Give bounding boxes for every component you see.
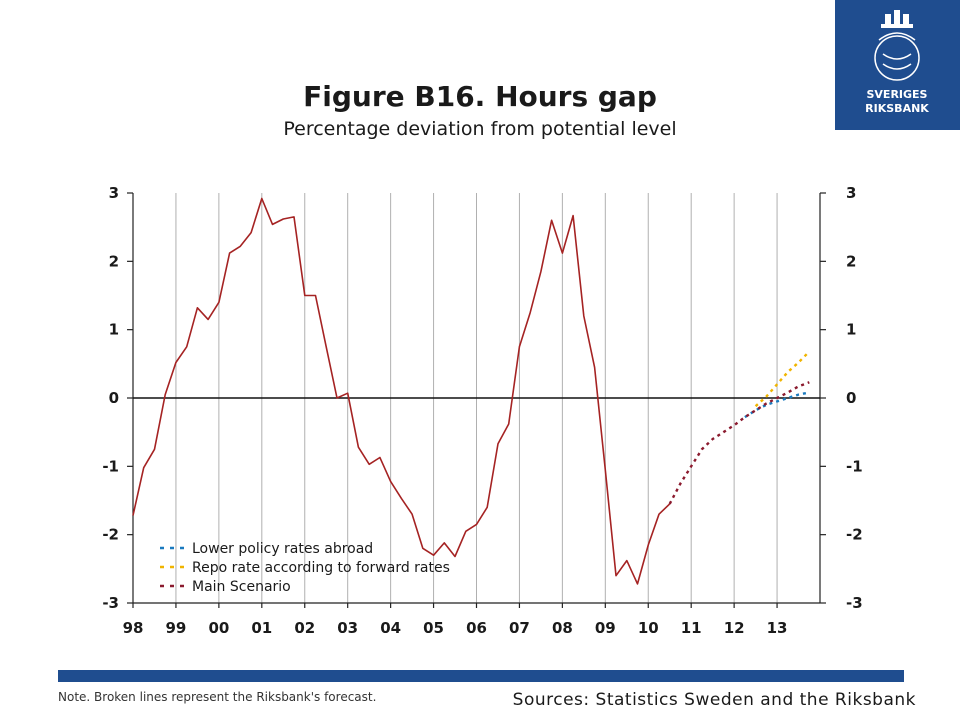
x-tick-label: 10 <box>638 619 659 637</box>
x-tick-label: 05 <box>423 619 444 637</box>
legend: Lower policy rates abroad Repo rate accor… <box>160 541 450 595</box>
tick-labels: 3 32 21 10 0-1 -1-2 -2-3 -398 99 00 01 02 03 04 05 06 07… <box>102 184 862 637</box>
y-tick-label-right: 2 <box>846 252 856 270</box>
y-tick-label-left: 0 <box>109 389 119 407</box>
x-tick-label: 13 <box>767 619 788 637</box>
series-line-outcome <box>132 197 671 585</box>
y-tick-label-right: -1 <box>846 457 863 475</box>
series-line-main-scenario <box>668 381 810 505</box>
y-tick-label-left: -2 <box>102 526 119 544</box>
y-tick-label-left: 2 <box>109 252 119 270</box>
y-tick-label-left: 1 <box>109 321 119 339</box>
y-tick-label-left: -3 <box>102 594 119 612</box>
y-tick-label-left: 3 <box>109 184 119 202</box>
x-tick-label: 02 <box>294 619 315 637</box>
x-tick-label: 09 <box>595 619 616 637</box>
legend-label: Lower policy rates abroad <box>192 541 373 557</box>
x-tick-label: 99 <box>166 619 187 637</box>
y-tick-label-right: -3 <box>846 594 863 612</box>
logo-text-line2: RIKSBANK <box>865 102 929 115</box>
x-tick-label: 11 <box>681 619 702 637</box>
footnote: Note. Broken lines represent the Riksban… <box>58 690 377 704</box>
x-tick-label: 98 <box>123 619 144 637</box>
footer-bar <box>58 670 904 682</box>
sources-text: Sources: Statistics Sweden and the Riksb… <box>512 690 916 710</box>
chart-title: Figure B16. Hours gap <box>303 80 657 113</box>
crown-emblem-icon: SVERIGES RIKSBANK <box>865 10 929 115</box>
x-tick-label: 07 <box>509 619 530 637</box>
x-tick-label: 03 <box>337 619 358 637</box>
legend-label: Repo rate according to forward rates <box>192 560 450 576</box>
chart-subtitle: Percentage deviation from potential leve… <box>283 118 677 140</box>
y-tick-label-left: -1 <box>102 457 119 475</box>
logo-text-line1: SVERIGES <box>867 88 928 101</box>
legend-label: Main Scenario <box>192 579 291 595</box>
y-tick-label-right: -2 <box>846 526 863 544</box>
y-tick-label-right: 3 <box>846 184 856 202</box>
x-tick-label: 06 <box>466 619 487 637</box>
x-tick-label: 00 <box>208 619 229 637</box>
riksbank-logo: SVERIGES RIKSBANK <box>835 0 960 130</box>
x-tick-label: 08 <box>552 619 573 637</box>
series-line-repo-rate-according-to-forward-rates <box>754 350 811 408</box>
x-tick-label: 12 <box>724 619 745 637</box>
x-tick-label: 01 <box>251 619 272 637</box>
series-lines <box>132 197 811 585</box>
series-line-lower-policy-rates-abroad <box>744 391 810 419</box>
y-tick-label-right: 1 <box>846 321 856 339</box>
y-tick-label-right: 0 <box>846 389 856 407</box>
axes <box>127 192 826 608</box>
x-tick-label: 04 <box>380 619 401 637</box>
